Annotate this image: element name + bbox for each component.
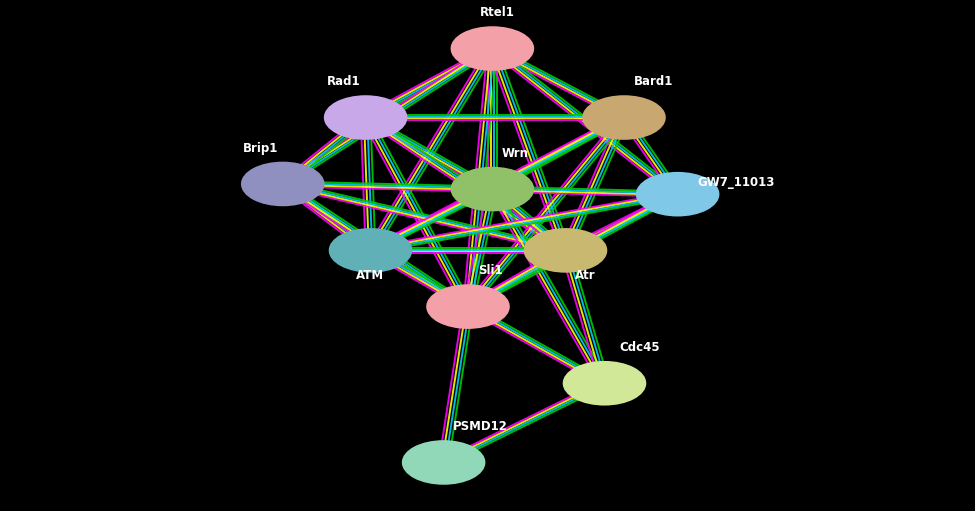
Text: Cdc45: Cdc45 bbox=[619, 341, 660, 354]
Text: Brip1: Brip1 bbox=[243, 142, 278, 155]
Text: Rtel1: Rtel1 bbox=[480, 6, 515, 19]
Circle shape bbox=[325, 96, 407, 139]
Text: ATM: ATM bbox=[357, 269, 384, 282]
Text: Atr: Atr bbox=[575, 269, 596, 282]
Circle shape bbox=[330, 229, 411, 272]
Circle shape bbox=[403, 441, 485, 484]
Circle shape bbox=[242, 162, 324, 205]
Circle shape bbox=[427, 285, 509, 328]
Text: PSMD12: PSMD12 bbox=[453, 421, 508, 433]
Text: Sli1: Sli1 bbox=[478, 265, 502, 277]
Text: GW7_11013: GW7_11013 bbox=[697, 176, 774, 189]
Circle shape bbox=[637, 173, 719, 216]
Text: Bard1: Bard1 bbox=[634, 76, 673, 88]
Text: Rad1: Rad1 bbox=[328, 76, 361, 88]
Circle shape bbox=[451, 27, 533, 70]
Circle shape bbox=[564, 362, 645, 405]
Text: Wrn: Wrn bbox=[502, 147, 529, 160]
Circle shape bbox=[451, 168, 533, 211]
Circle shape bbox=[583, 96, 665, 139]
Circle shape bbox=[525, 229, 606, 272]
